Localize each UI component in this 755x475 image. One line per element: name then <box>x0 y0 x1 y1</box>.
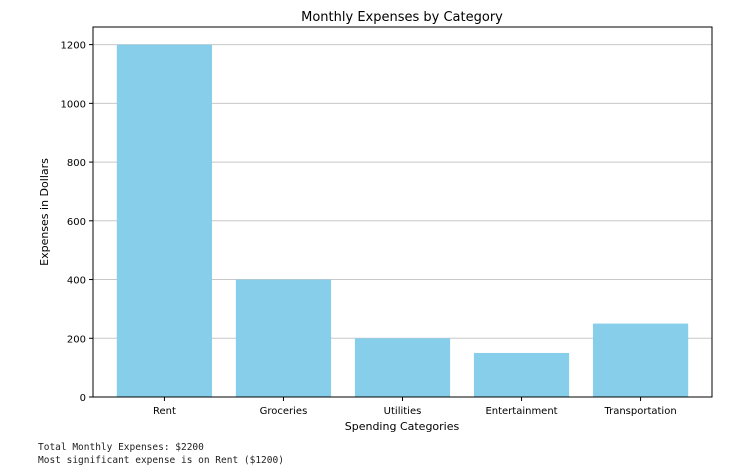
y-tick-label-0: 0 <box>80 393 86 404</box>
x-tick-label-rent: Rent <box>153 406 176 417</box>
bars <box>116 44 689 397</box>
total-expenses-line: Total Monthly Expenses: $2200 <box>38 442 204 453</box>
bar-chart: Monthly Expenses by Category 0 200 400 600 8… <box>38 10 713 433</box>
x-tick-label-utilities: Utilities <box>384 406 422 417</box>
x-tick-label-transportation: Transportation <box>603 406 676 417</box>
bar-rent <box>116 44 213 397</box>
y-tick-label-400: 400 <box>67 276 86 287</box>
x-axis-label: Spending Categories <box>345 420 460 433</box>
y-axis-ticks: 0 200 400 600 800 1000 1200 <box>61 41 93 404</box>
y-axis-label: Expenses in Dollars <box>38 158 51 266</box>
y-tick-label-1000: 1000 <box>61 99 86 110</box>
bar-utilities <box>354 338 451 397</box>
y-tick-label-200: 200 <box>67 334 86 345</box>
chart-title: Monthly Expenses by Category <box>301 10 503 25</box>
max-expense-line: Most significant expense is on Rent ($12… <box>38 455 284 466</box>
y-tick-label-600: 600 <box>67 217 86 228</box>
x-tick-label-groceries: Groceries <box>260 406 308 417</box>
y-tick-label-1200: 1200 <box>61 41 86 52</box>
x-tick-label-entertainment: Entertainment <box>485 406 557 417</box>
bar-groceries <box>235 279 332 397</box>
y-tick-label-800: 800 <box>67 158 86 169</box>
bar-transportation <box>592 323 689 397</box>
x-axis-ticks: Rent Groceries Utilities Entertainment Trans… <box>153 397 677 417</box>
bar-entertainment <box>473 352 570 397</box>
summary-output: Total Monthly Expenses: $2200 Most signi… <box>38 441 284 467</box>
